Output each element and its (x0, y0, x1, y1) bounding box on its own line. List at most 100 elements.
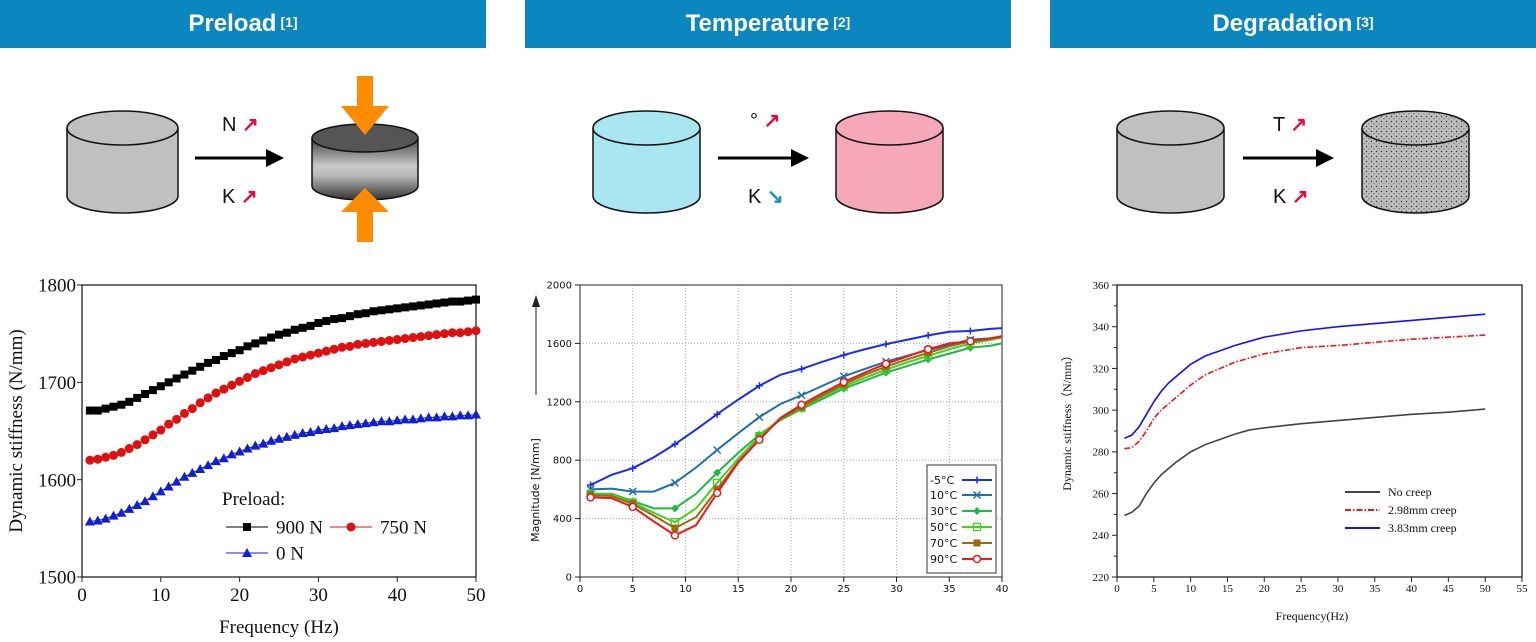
triangle-marker (352, 419, 363, 429)
square-marker (314, 318, 323, 327)
x-tick-label: 20 (230, 585, 249, 606)
circle-marker (148, 430, 158, 440)
x-tick-label: 10 (679, 584, 692, 595)
triangle-marker (305, 426, 316, 436)
y-tick-label: 400 (553, 514, 572, 525)
series-line (1124, 408, 1486, 517)
triangle-marker (329, 423, 340, 433)
square-marker (211, 355, 220, 364)
legend-item: 90°C (930, 553, 992, 566)
circle-marker (274, 360, 284, 370)
temperature-top-label: ° ↗ (750, 108, 780, 133)
y-tick-label: 1200 (547, 397, 572, 408)
hollow-circle-marker (586, 493, 595, 502)
label-k: K (748, 186, 762, 208)
legend-box (926, 464, 997, 574)
legend-item: 10°C (930, 489, 992, 502)
y-tick-label: 240 (1093, 530, 1110, 542)
square-marker (448, 297, 457, 306)
x-tick-label: 15 (732, 584, 745, 595)
triangle-marker (210, 456, 221, 466)
x-marker (628, 487, 637, 496)
series-900-n (85, 295, 480, 415)
x-tick-label: 20 (785, 584, 798, 595)
circle-marker (384, 335, 394, 345)
hollow-square-marker (972, 522, 982, 532)
circle-marker (329, 344, 339, 354)
x-tick-label: 50 (467, 585, 486, 606)
square-marker (125, 397, 134, 406)
illustrations (66, 76, 1470, 242)
square-marker (85, 406, 94, 415)
square-marker (456, 297, 465, 306)
hollow-circle-marker (797, 400, 806, 409)
circle-marker (463, 327, 473, 337)
square-marker (369, 307, 378, 316)
header-title: Preload (188, 10, 277, 37)
y-tick-label: 340 (1093, 322, 1110, 334)
x-marker (670, 478, 679, 487)
circle-marker (242, 372, 252, 382)
star-marker (670, 504, 679, 513)
square-marker (306, 321, 315, 330)
square-marker (180, 370, 189, 379)
triangle-marker (455, 410, 466, 420)
legend-label: -5°C (930, 474, 954, 487)
square-marker (385, 305, 394, 314)
square-marker (353, 310, 362, 319)
temperature-bottom-label: K ↘ (748, 184, 784, 209)
legend: Preload: 900 N 750 N 0 N (222, 489, 427, 565)
circle-marker (227, 380, 237, 390)
circle-marker (439, 329, 449, 339)
legend-label: 70°C (930, 537, 957, 550)
plot-frame (81, 284, 477, 578)
circle-marker (376, 336, 386, 346)
circle-marker (109, 450, 119, 460)
x-tick-label: 40 (388, 585, 407, 606)
x-tick-label: 5 (1151, 583, 1157, 595)
x-tick-label: 50 (1480, 583, 1492, 595)
hollow-circle-marker (881, 359, 891, 369)
triangle-marker (337, 421, 348, 431)
circle-marker (132, 440, 142, 450)
increase-arrow-icon: ↗ (1290, 114, 1308, 136)
square-marker (227, 349, 236, 358)
x-tick-label: 15 (1222, 583, 1234, 595)
circle-marker (306, 350, 316, 360)
y-tick-label: 260 (1093, 488, 1110, 500)
circle-marker (211, 388, 221, 398)
circle-marker (172, 414, 182, 424)
square-marker (338, 314, 347, 323)
square-marker (243, 342, 252, 351)
square-marker (432, 299, 441, 308)
hollow-circle-marker (755, 435, 764, 445)
triangle-marker (297, 427, 308, 437)
circle-marker (353, 339, 363, 349)
square-marker (282, 328, 291, 337)
series-line (1124, 334, 1486, 450)
hollow-circle-marker (966, 336, 975, 346)
triangle-marker (155, 486, 166, 496)
label-k: K (222, 186, 236, 208)
circle-marker (313, 348, 323, 358)
compressed-cylinder-icon (311, 123, 419, 201)
triangle-marker (258, 438, 269, 448)
legend-label: 750 N (380, 518, 427, 539)
plus-marker (587, 481, 595, 489)
square-marker (424, 300, 433, 309)
circle-marker (266, 363, 276, 373)
label-degree: ° (750, 110, 758, 132)
square-marker (298, 323, 307, 332)
triangle-marker (344, 420, 355, 430)
square-marker (330, 315, 339, 324)
hollow-circle-marker (923, 344, 933, 354)
triangle-marker (376, 416, 387, 426)
cylinder-gray-icon (1116, 110, 1225, 214)
legend-item: 750 N (330, 518, 427, 539)
series-0-n (84, 409, 481, 526)
circle-marker (290, 354, 300, 364)
circle-marker (250, 369, 260, 379)
x-tick-label: 10 (1185, 583, 1197, 595)
square-marker (393, 304, 402, 313)
triangle-marker (242, 443, 253, 453)
